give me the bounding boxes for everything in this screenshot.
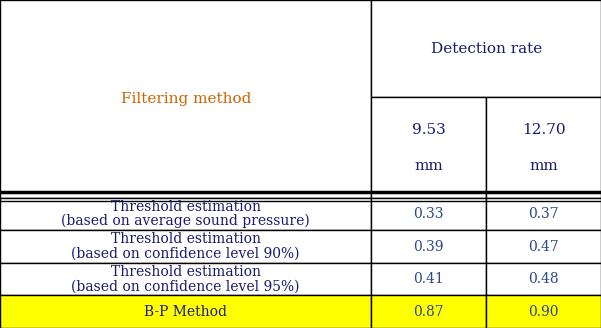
Text: Detection rate: Detection rate [430,42,542,56]
Text: 12.70: 12.70 [522,123,566,136]
Text: 0.48: 0.48 [528,272,559,286]
Bar [0,0,371,198]
Text: Threshold estimation: Threshold estimation [111,265,261,279]
Bar [486,263,601,296]
Text: 0.90: 0.90 [528,305,559,319]
Text: B-P Method: B-P Method [144,305,227,319]
Text: mm: mm [415,159,443,173]
Text: 0.87: 0.87 [413,305,444,319]
Bar [0,296,371,328]
Text: Threshold estimation: Threshold estimation [111,200,261,214]
Text: 0.41: 0.41 [413,272,444,286]
Bar [371,263,486,296]
Text: 0.39: 0.39 [413,240,444,254]
Bar [486,97,601,198]
Bar [371,296,486,328]
Text: (based on confidence level 90%): (based on confidence level 90%) [72,247,300,261]
Bar [371,230,486,263]
Text: (based on confidence level 95%): (based on confidence level 95%) [72,279,300,293]
Bar [486,198,601,230]
Text: mm: mm [529,159,558,173]
Bar [486,230,601,263]
Text: 0.47: 0.47 [528,240,559,254]
Bar [371,0,601,97]
Bar [371,198,486,230]
Text: (based on average sound pressure): (based on average sound pressure) [61,214,310,228]
Text: 0.37: 0.37 [528,207,559,221]
Bar [0,198,371,230]
Text: Filtering method: Filtering method [121,92,251,106]
Bar [0,263,371,296]
Bar [0,230,371,263]
Bar [371,97,486,198]
Bar [486,296,601,328]
Text: 9.53: 9.53 [412,123,446,136]
Text: Threshold estimation: Threshold estimation [111,233,261,246]
Text: 0.33: 0.33 [413,207,444,221]
